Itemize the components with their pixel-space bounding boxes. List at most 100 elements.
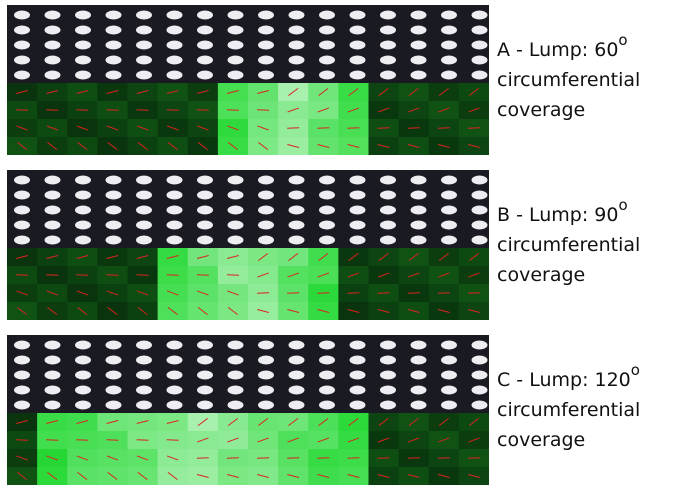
dot: [136, 341, 152, 350]
dot: [472, 236, 488, 245]
panel-image: [7, 335, 489, 485]
dot: [14, 206, 30, 215]
dot: [14, 26, 30, 35]
dot: [228, 71, 244, 80]
dot: [106, 371, 122, 380]
arrow: [167, 110, 179, 111]
dot: [258, 341, 274, 350]
dot: [441, 41, 457, 50]
dot: [14, 341, 30, 350]
dot: [14, 56, 30, 65]
dot: [350, 386, 366, 395]
dot: [380, 56, 396, 65]
dot: [350, 401, 366, 410]
dot: [380, 41, 396, 50]
dot: [167, 191, 183, 200]
dot: [167, 221, 183, 230]
dot: [411, 356, 427, 365]
dot: [45, 176, 61, 185]
dot: [228, 356, 244, 365]
dot: [411, 401, 427, 410]
dot: [350, 26, 366, 35]
dot: [258, 176, 274, 185]
dot: [289, 341, 305, 350]
dot: [380, 371, 396, 380]
dot: [136, 206, 152, 215]
dot: [472, 11, 488, 20]
dot: [45, 341, 61, 350]
dot: [258, 356, 274, 365]
dot: [75, 26, 91, 35]
dot: [14, 176, 30, 185]
dot: [441, 191, 457, 200]
dot: [319, 71, 335, 80]
dot: [106, 341, 122, 350]
arrow: [257, 293, 269, 294]
dot: [411, 341, 427, 350]
arrow: [347, 293, 359, 294]
arrow: [408, 458, 420, 459]
dot: [441, 221, 457, 230]
arrow: [257, 458, 269, 459]
dot: [75, 191, 91, 200]
dot: [106, 41, 122, 50]
dot: [136, 191, 152, 200]
dot: [228, 176, 244, 185]
dot: [106, 356, 122, 365]
dot: [75, 386, 91, 395]
arrow: [408, 293, 420, 294]
dot: [167, 356, 183, 365]
dot: [136, 11, 152, 20]
dot: [106, 206, 122, 215]
dot: [167, 41, 183, 50]
arrow: [347, 458, 359, 459]
dot: [411, 11, 427, 20]
caption: C - Lump: 120ocircumferentialcoverage: [497, 365, 640, 455]
arrow: [167, 275, 179, 276]
dot: [289, 71, 305, 80]
dot: [167, 371, 183, 380]
dot: [319, 11, 335, 20]
dot: [411, 176, 427, 185]
dot: [75, 206, 91, 215]
arrow: [227, 110, 239, 111]
dot: [289, 386, 305, 395]
dot: [319, 41, 335, 50]
dot: [106, 236, 122, 245]
arrow: [46, 440, 58, 441]
arrow: [468, 458, 480, 459]
dot: [106, 56, 122, 65]
dot: [319, 401, 335, 410]
caption-label: B - Lump: 90: [497, 204, 618, 226]
dot: [350, 41, 366, 50]
dot: [167, 341, 183, 350]
dot: [319, 191, 335, 200]
arrow: [106, 440, 118, 441]
dot: [258, 11, 274, 20]
dot: [106, 26, 122, 35]
dot: [106, 401, 122, 410]
arrow: [137, 440, 149, 441]
dot: [289, 176, 305, 185]
dot: [319, 386, 335, 395]
dot: [472, 176, 488, 185]
dot: [472, 71, 488, 80]
dot: [380, 221, 396, 230]
dot: [289, 371, 305, 380]
dot: [411, 71, 427, 80]
caption-line: coverage: [497, 99, 585, 121]
arrow: [317, 293, 329, 294]
dot: [319, 206, 335, 215]
dot: [380, 26, 396, 35]
dot: [441, 71, 457, 80]
dot: [75, 176, 91, 185]
dot: [106, 386, 122, 395]
arrow: [468, 293, 480, 294]
dot: [258, 236, 274, 245]
dot: [472, 356, 488, 365]
dot: [350, 206, 366, 215]
arrow: [46, 275, 58, 276]
dot: [350, 191, 366, 200]
dot: [45, 26, 61, 35]
arrow: [167, 440, 179, 441]
